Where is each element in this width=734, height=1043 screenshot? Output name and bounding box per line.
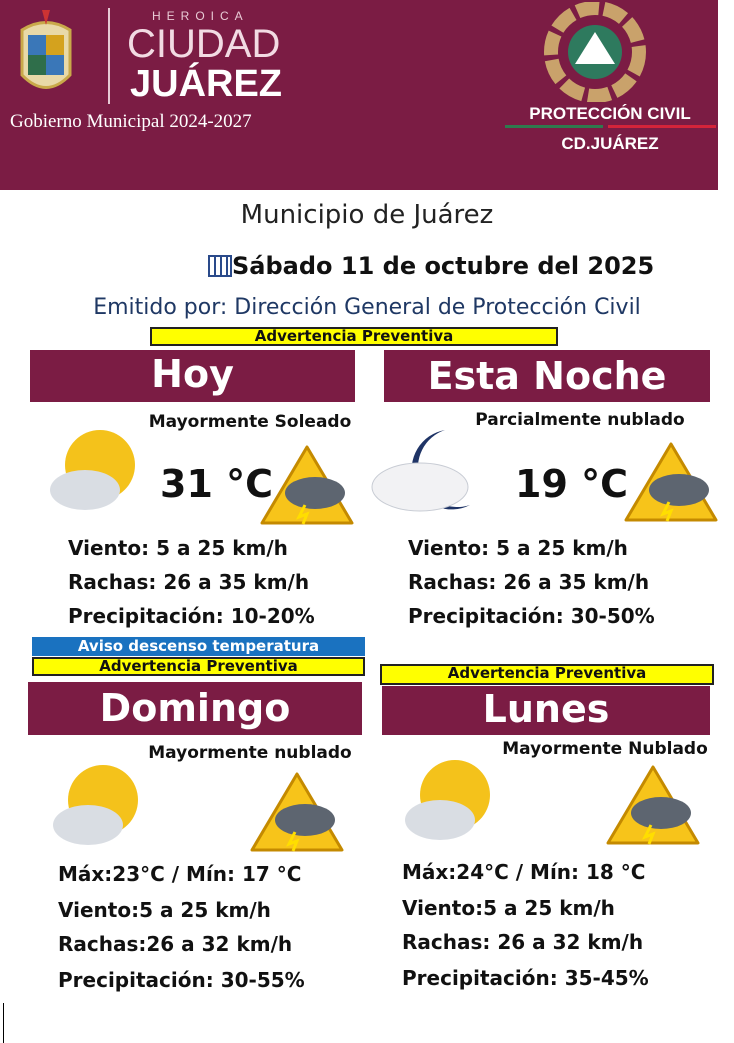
date-text: Sábado 11 de octubre del 2025 bbox=[232, 252, 655, 280]
panel-title-esta-noche: Esta Noche bbox=[384, 350, 710, 402]
heroica-text: HEROICA bbox=[152, 9, 249, 23]
proteccion-civil-logo bbox=[544, 2, 646, 102]
storm-warning-icon bbox=[624, 442, 718, 522]
detail-row: Rachas: 26 a 32 km/h bbox=[402, 930, 644, 954]
detail-row: Rachas: 26 a 35 km/h bbox=[408, 570, 650, 594]
calendar-icon bbox=[208, 255, 232, 277]
sun-cloud-icon bbox=[405, 760, 490, 840]
details-lunes: Máx:24°C / Mín: 18 °C Viento:5 a 25 km/h… bbox=[402, 860, 649, 1000]
detail-row: Máx:23°C / Mín: 17 °C bbox=[58, 862, 302, 886]
details-domingo: Máx:23°C / Mín: 17 °C Viento:5 a 25 km/h… bbox=[58, 862, 305, 1002]
storm-warning-icon bbox=[250, 772, 344, 852]
municipio-title: Municipio de Juárez bbox=[240, 200, 494, 230]
panel-title-lunes: Lunes bbox=[382, 686, 710, 735]
panel-title-domingo: Domingo bbox=[28, 682, 362, 735]
panel-title-hoy: Hoy bbox=[30, 350, 355, 402]
detail-row: Precipitación: 35-45% bbox=[402, 966, 649, 990]
detail-row: Viento: 5 a 25 km/h bbox=[408, 536, 628, 560]
detail-row: Precipitación: 10-20% bbox=[68, 604, 315, 628]
alert-badge: Advertencia Preventiva bbox=[380, 664, 714, 685]
edge-line bbox=[3, 1003, 4, 1043]
alert-badge: Advertencia Preventiva bbox=[150, 327, 558, 346]
emitido-text: Emitido por: Dirección General de Protec… bbox=[93, 295, 641, 320]
details-hoy: Viento: 5 a 25 km/h Rachas: 26 a 35 km/h… bbox=[68, 536, 315, 638]
detail-row: Precipitación: 30-55% bbox=[58, 968, 305, 992]
alert-badge: Advertencia Preventiva bbox=[32, 657, 365, 676]
ciudad-text: CIUDAD bbox=[127, 22, 281, 66]
detail-row: Rachas: 26 a 35 km/h bbox=[68, 570, 310, 594]
detail-row: Máx:24°C / Mín: 18 °C bbox=[402, 860, 646, 884]
pc-text: PROTECCIÓN CIVIL bbox=[529, 104, 691, 123]
temperature: 19 °C bbox=[515, 462, 628, 506]
sun-cloud-icon bbox=[53, 765, 138, 845]
notice-badge: Aviso descenso temperatura bbox=[32, 637, 365, 656]
condition: Mayormente Soleado bbox=[148, 412, 352, 432]
temperature: 31 °C bbox=[160, 462, 273, 506]
details-esta-noche: Viento: 5 a 25 km/h Rachas: 26 a 35 km/h… bbox=[408, 536, 655, 638]
green-stripe bbox=[505, 125, 603, 128]
storm-warning-icon bbox=[260, 445, 354, 525]
condition: Parcialmente nublado bbox=[475, 410, 685, 430]
detail-row: Viento:5 a 25 km/h bbox=[402, 896, 615, 920]
header-banner: HEROICA CIUDAD JUÁREZ Gobierno Municipal… bbox=[0, 0, 718, 190]
storm-warning-icon bbox=[606, 765, 700, 845]
detail-row: Viento:5 a 25 km/h bbox=[58, 898, 271, 922]
detail-row: Rachas:26 a 32 km/h bbox=[58, 932, 293, 956]
coat-of-arms-logo bbox=[20, 10, 72, 89]
detail-row: Precipitación: 30-50% bbox=[408, 604, 655, 628]
cd-text: CD.JUÁREZ bbox=[561, 134, 659, 153]
detail-row: Viento: 5 a 25 km/h bbox=[68, 536, 288, 560]
divider bbox=[108, 8, 110, 104]
condition: Mayormente nublado bbox=[148, 743, 352, 763]
juarez-text: JUÁREZ bbox=[130, 63, 283, 105]
sun-cloud-icon bbox=[50, 430, 135, 510]
condition: Mayormente Nublado bbox=[502, 739, 708, 759]
red-stripe bbox=[608, 125, 716, 128]
gobierno-text: Gobierno Municipal 2024-2027 bbox=[10, 111, 252, 132]
moon-cloud-icon bbox=[371, 430, 470, 512]
date-line: Sábado 11 de octubre del 2025 bbox=[208, 252, 654, 280]
